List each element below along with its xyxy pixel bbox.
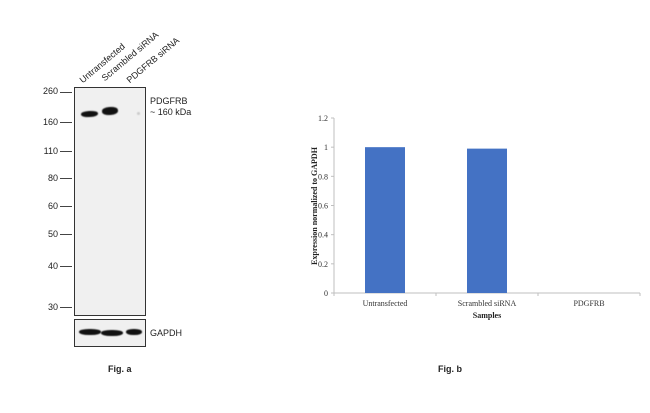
y-tick-label: 0.8	[318, 172, 328, 181]
x-axis-label: Samples	[473, 311, 501, 320]
band-pdgfrb-sirna	[137, 112, 140, 115]
mw-tick	[60, 234, 72, 235]
mw-marker-110: 110	[43, 146, 58, 156]
y-tick-label: 1	[324, 143, 328, 152]
x-tick-label: PDGFRB	[573, 299, 604, 308]
mw-tick	[60, 122, 72, 123]
mw-marker-30: 30	[47, 302, 58, 312]
y-tick-label: 0.2	[318, 260, 328, 269]
mw-marker-160: 160	[42, 117, 58, 127]
target-size: ~ 160 kDa	[150, 107, 192, 117]
y-tick-label: 0.6	[318, 202, 328, 211]
bars	[365, 147, 507, 293]
mw-tick	[60, 151, 72, 152]
mw-tick	[60, 206, 72, 207]
mw-tick	[60, 266, 72, 267]
x-tick-label: Untransfected	[363, 299, 408, 308]
mw-marker-50: 50	[47, 229, 58, 239]
mw-marker-60: 60	[47, 201, 58, 211]
blot-gapdh-panel	[74, 319, 146, 347]
band-gapdh-3	[126, 329, 142, 335]
mw-marker-80: 80	[47, 173, 58, 183]
bar-untransfected	[365, 147, 405, 293]
caption-fig-b: Fig. b	[438, 364, 462, 374]
mw-marker-260: 260	[42, 86, 58, 96]
band-gapdh-2	[101, 330, 123, 336]
blot-main-panel	[74, 87, 146, 316]
x-axis: Untransfected Scrambled siRNA PDGFRB	[333, 292, 641, 308]
y-axis: 0 0.2 0.4 0.6 0.8 1 1.2	[318, 114, 335, 298]
caption-fig-a: Fig. a	[108, 364, 132, 374]
x-tick-label: Scrambled siRNA	[458, 299, 517, 308]
bar-scrambled-sirna	[467, 148, 507, 293]
loading-control-label: GAPDH	[150, 328, 183, 338]
y-axis-label: Expression normalized to GAPDH	[310, 146, 319, 265]
mw-tick	[60, 178, 72, 179]
mw-marker-40: 40	[47, 261, 58, 271]
y-tick-label: 0.4	[318, 231, 328, 240]
mw-tick	[60, 307, 72, 308]
mw-tick	[60, 92, 72, 93]
band-gapdh-1	[79, 329, 101, 335]
target-label: PDGFRB	[150, 96, 188, 106]
y-tick-label: 1.2	[318, 114, 328, 123]
y-tick-label: 0	[324, 289, 328, 298]
